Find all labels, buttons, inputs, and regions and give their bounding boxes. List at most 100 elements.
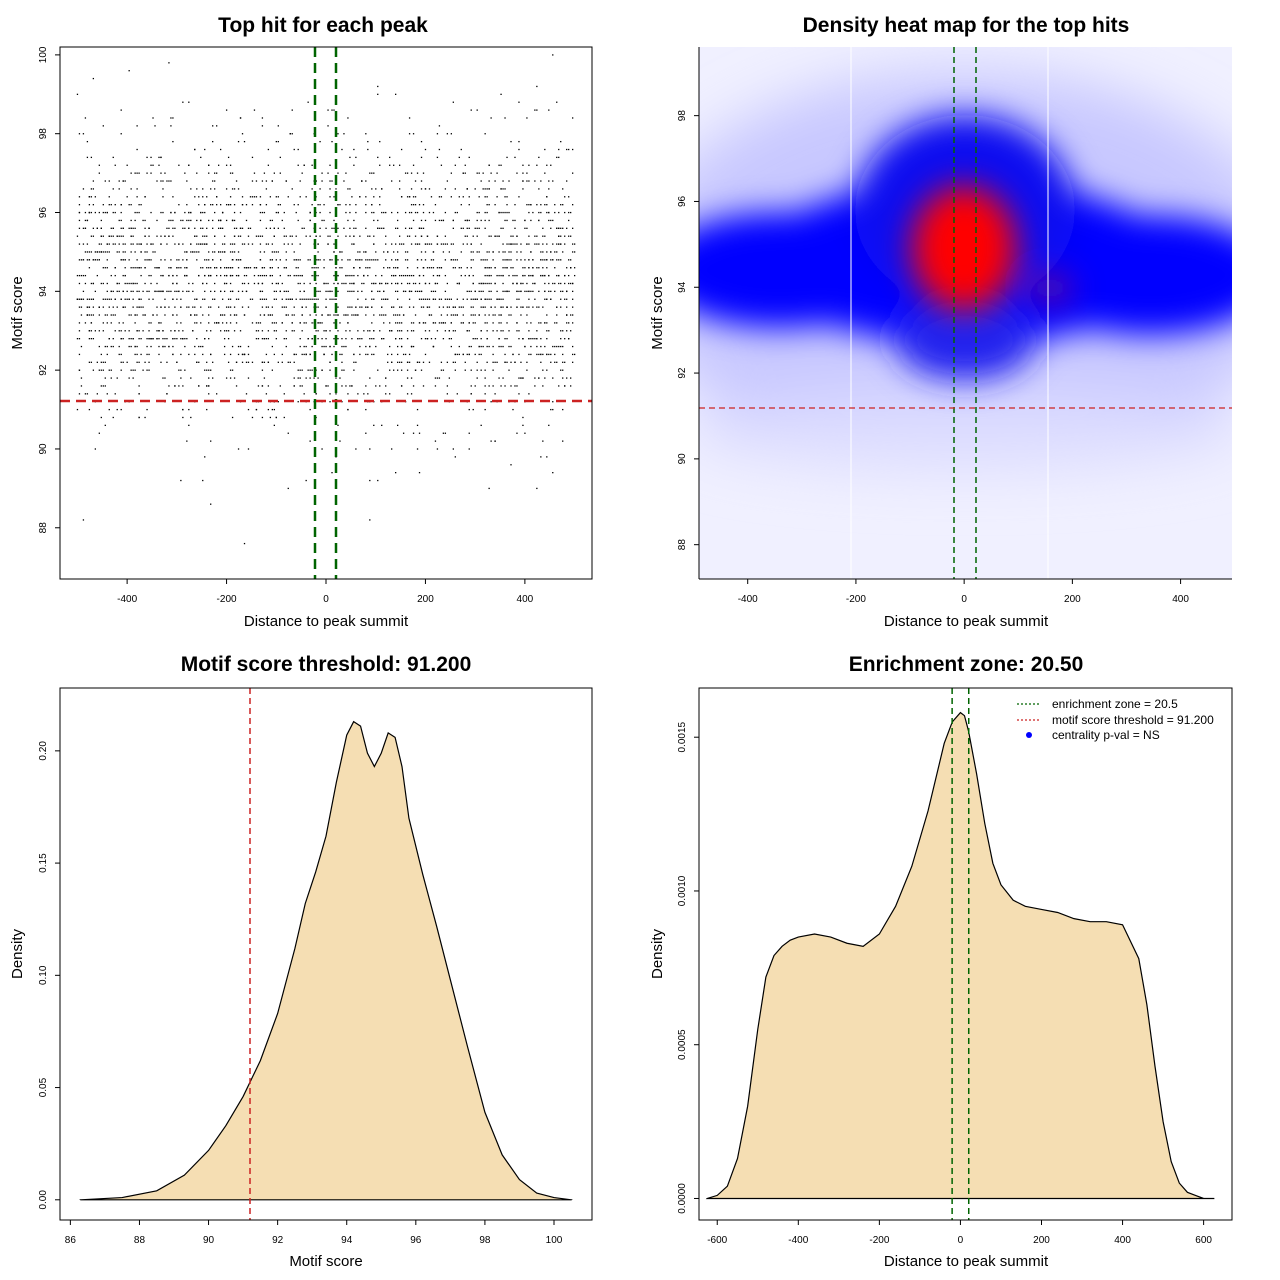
scatter-point <box>444 322 447 324</box>
scatter-point <box>136 148 138 151</box>
scatter-point <box>422 306 425 308</box>
scatter-point <box>148 361 150 363</box>
scatter-point <box>422 385 425 387</box>
scatter-point <box>216 267 218 269</box>
scatter-point <box>436 377 439 379</box>
scatter-point <box>544 377 546 379</box>
scatter-point <box>148 259 150 261</box>
scatter-point <box>570 259 572 261</box>
scatter-point <box>488 290 490 293</box>
scatter-point <box>76 298 79 300</box>
scatter-point <box>120 353 122 356</box>
scatter-point <box>542 259 544 261</box>
legend-label-centrality: centrality p-val = NS <box>1052 728 1160 742</box>
scatter-point <box>514 385 516 387</box>
scatter-point <box>355 361 357 363</box>
scatter-point <box>273 298 275 300</box>
scatter-point <box>365 211 367 214</box>
scatter-point <box>259 274 262 277</box>
scatter-point <box>196 188 198 190</box>
y-tick-label: 100 <box>38 46 49 63</box>
scatter-point <box>520 314 522 316</box>
scatter-point <box>180 369 182 371</box>
scatter-point <box>361 306 363 308</box>
scatter-point <box>355 211 357 214</box>
scatter-point <box>558 156 560 159</box>
scatter-point <box>476 369 478 371</box>
scatter-point <box>88 306 91 308</box>
scatter-point <box>132 369 134 371</box>
scatter-point <box>371 282 373 285</box>
scatter-point <box>345 172 347 174</box>
scatter-point <box>202 196 204 198</box>
scatter-point <box>532 338 534 340</box>
scatter-point <box>414 204 417 206</box>
scatter-point <box>361 259 363 261</box>
scatter-point <box>516 172 518 174</box>
x-axis: -400 -200 0 200 400 <box>117 579 534 605</box>
scatter-point <box>255 267 258 269</box>
scatter-point <box>359 345 361 348</box>
scatter-point <box>450 133 452 135</box>
scatter-point <box>130 345 132 348</box>
scatter-point <box>78 298 81 300</box>
scatter-point <box>152 164 154 166</box>
scatter-point <box>341 259 343 261</box>
scatter-point <box>140 353 142 356</box>
scatter-point <box>188 290 190 293</box>
scatter-point <box>331 259 333 261</box>
scatter-point <box>381 274 383 277</box>
scatter-point <box>502 211 504 214</box>
scatter-point <box>299 243 301 245</box>
scatter-point <box>377 156 379 159</box>
scatter-point <box>536 235 538 237</box>
scatter-point <box>520 251 522 253</box>
scatter-point <box>355 204 357 206</box>
scatter-point <box>339 251 341 253</box>
scatter-point <box>532 282 534 285</box>
scatter-point <box>317 330 319 332</box>
scatter-point <box>118 243 120 245</box>
scatter-point <box>468 274 470 277</box>
scatter-point <box>520 243 522 245</box>
scatter-point <box>267 314 270 316</box>
scatter-point <box>396 290 399 293</box>
y-tick-label: 0.0015 <box>677 721 688 752</box>
scatter-point <box>422 322 425 324</box>
scatter-point <box>78 369 81 371</box>
scatter-point <box>478 196 480 198</box>
scatter-point <box>120 408 122 411</box>
scatter-point <box>548 109 550 111</box>
scatter-point <box>289 235 291 237</box>
scatter-point <box>297 148 299 151</box>
scatter-point <box>420 227 423 229</box>
scatter-point <box>500 274 502 277</box>
scatter-point <box>229 377 232 379</box>
scatter-point <box>223 314 226 316</box>
scatter-point <box>418 282 421 285</box>
scatter-point <box>387 267 389 269</box>
scatter-point <box>426 235 429 237</box>
scatter-point <box>253 274 256 277</box>
y-axis-label: Motif score <box>649 276 666 349</box>
scatter-point <box>178 243 180 245</box>
scatter-point <box>144 227 146 229</box>
scatter-point <box>373 353 375 356</box>
scatter-point <box>544 298 546 300</box>
scatter-point <box>265 353 268 356</box>
scatter-point <box>162 180 164 182</box>
scatter-point <box>120 109 122 111</box>
scatter-point <box>329 401 331 403</box>
scatter-point <box>395 93 397 95</box>
scatter-point <box>301 330 303 332</box>
scatter-point <box>321 180 323 182</box>
scatter-point <box>231 369 234 371</box>
scatter-point <box>227 306 230 308</box>
scatter-point <box>281 361 283 363</box>
scatter-point <box>506 211 508 214</box>
scatter-point <box>508 259 510 261</box>
scatter-point <box>104 314 106 316</box>
scatter-point <box>196 259 198 261</box>
scatter-point <box>343 369 345 371</box>
scatter-point <box>229 204 232 206</box>
